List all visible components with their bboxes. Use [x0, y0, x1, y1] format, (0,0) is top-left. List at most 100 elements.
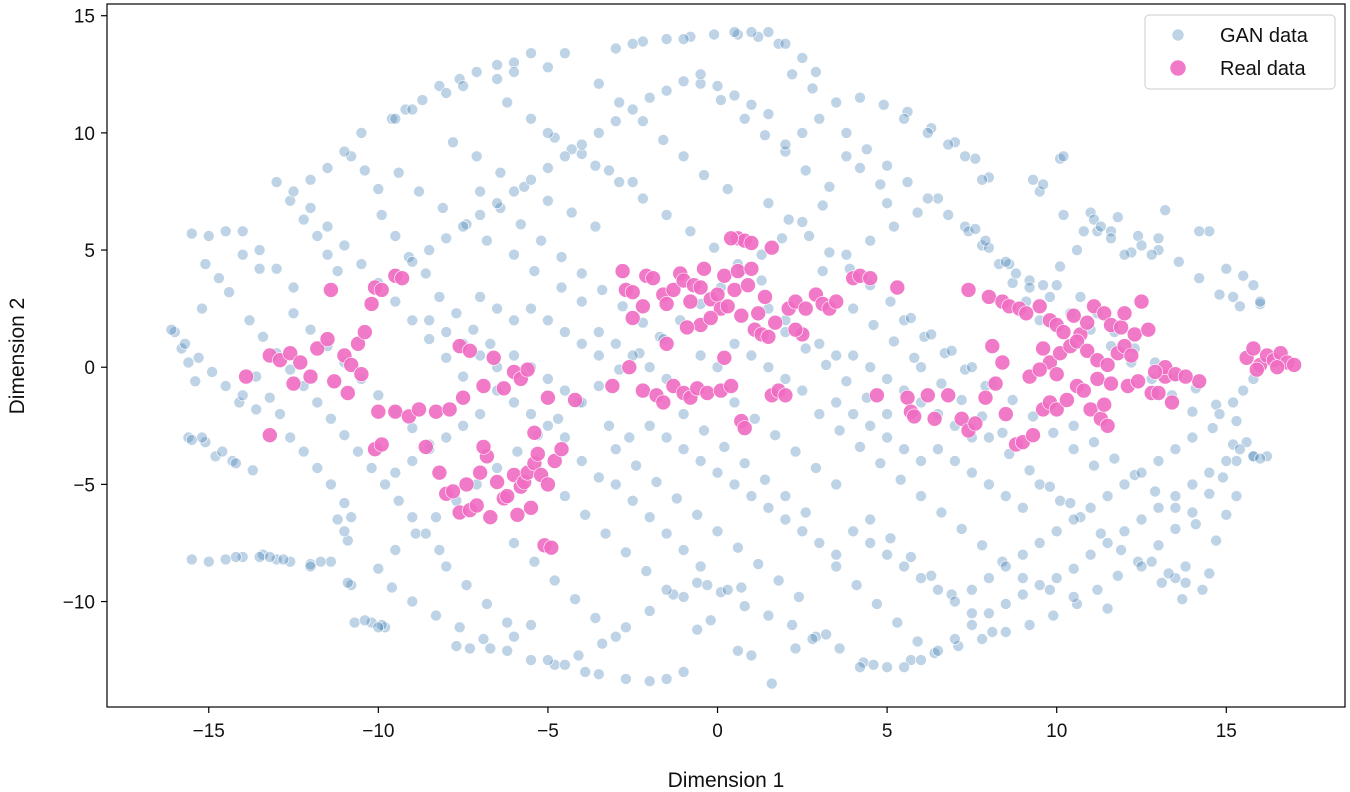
gan-data-point	[1220, 262, 1233, 275]
gan-data-point	[311, 462, 324, 474]
gan-data-point	[976, 239, 988, 252]
gan-data-point	[450, 307, 463, 320]
gan-data-point	[799, 164, 812, 177]
gan-data-point	[1162, 567, 1175, 580]
gan-data-point	[508, 537, 520, 549]
gan-data-point	[1125, 246, 1138, 259]
gan-data-point	[389, 466, 402, 479]
real-data-point	[604, 378, 621, 394]
gan-data-point	[793, 591, 805, 603]
gan-data-point	[1190, 518, 1202, 531]
gan-data-point	[796, 127, 809, 139]
real-data-point	[757, 289, 773, 305]
gan-data-point	[983, 171, 995, 184]
gan-data-point	[816, 265, 829, 277]
gan-data-point	[898, 314, 910, 327]
gan-data-point	[453, 621, 466, 634]
gan-data-point	[908, 351, 921, 364]
gan-data-point	[864, 234, 877, 247]
gan-data-point	[884, 295, 897, 308]
gan-data-point	[677, 75, 690, 88]
gan-data-point	[491, 462, 503, 474]
gan-data-point	[406, 314, 419, 327]
gan-data-point	[358, 164, 371, 177]
gan-data-point	[247, 464, 259, 477]
gan-data-point	[433, 291, 446, 303]
real-data-point	[567, 392, 583, 408]
legend-marker-gan	[1171, 28, 1185, 42]
gan-data-point	[1132, 230, 1144, 242]
gan-data-point	[708, 241, 720, 254]
gan-data-point	[779, 138, 792, 151]
gan-data-point	[196, 302, 208, 315]
gan-data-point	[613, 176, 626, 188]
real-data-point	[743, 235, 760, 251]
real-data-point	[1096, 396, 1112, 413]
real-data-point	[1076, 382, 1092, 399]
gan-data-point	[575, 148, 588, 160]
gan-data-point	[287, 185, 300, 198]
real-data-point	[614, 263, 631, 279]
gan-data-point	[501, 616, 514, 629]
legend-label-real: Real data	[1220, 58, 1306, 80]
gan-data-point	[911, 635, 924, 648]
gan-data-point	[209, 450, 222, 463]
gan-data-point	[677, 408, 690, 420]
gan-data-point	[491, 302, 503, 315]
gan-data-point	[548, 574, 561, 587]
gan-data-point	[1169, 523, 1182, 535]
gan-data-point	[542, 127, 554, 139]
gan-data-point	[609, 115, 622, 127]
gan-data-point	[375, 619, 388, 631]
gan-data-point	[1105, 225, 1117, 238]
gan-data-point	[392, 494, 405, 507]
gan-data-point	[728, 337, 741, 350]
real-data-point	[261, 427, 278, 444]
gan-data-point	[575, 455, 588, 467]
gan-data-point	[694, 349, 707, 362]
gan-data-point	[440, 87, 453, 99]
gan-data-point	[966, 607, 978, 620]
gan-data-point	[419, 527, 432, 540]
gan-data-point	[1254, 452, 1266, 465]
gan-data-point	[1112, 211, 1124, 223]
gan-data-point	[881, 197, 893, 209]
gan-data-point	[755, 248, 768, 261]
gan-data-point	[1118, 478, 1131, 491]
gan-data-point	[867, 658, 880, 671]
gan-data-point	[440, 351, 453, 364]
gan-data-point	[715, 94, 727, 106]
gan-data-point	[660, 431, 673, 444]
gan-data-point	[928, 647, 941, 659]
gan-data-point	[440, 560, 453, 573]
gan-data-point	[1169, 501, 1182, 514]
gan-data-point	[565, 206, 578, 219]
gan-data-point	[518, 181, 531, 193]
gan-data-point	[830, 560, 843, 573]
gan-data-point	[854, 661, 866, 674]
gan-data-point	[355, 258, 368, 270]
gan-data-point	[698, 169, 710, 181]
real-data-point	[977, 389, 994, 406]
real-data-point	[1245, 340, 1262, 357]
gan-data-point	[881, 373, 893, 385]
gan-data-point	[969, 152, 982, 165]
gan-data-point	[219, 225, 232, 238]
gan-data-point	[542, 162, 554, 174]
gan-data-point	[999, 255, 1012, 268]
gan-data-point	[823, 246, 836, 259]
y-tick-label: 15	[74, 7, 95, 28]
x-axis-title: Dimension 1	[668, 769, 785, 792]
gan-data-point	[772, 574, 785, 587]
gan-data-point	[474, 408, 486, 420]
gan-data-point	[1203, 466, 1216, 479]
real-data-point	[760, 328, 777, 345]
real-data-point	[445, 483, 461, 500]
gan-data-point	[230, 457, 242, 470]
gan-data-point	[698, 424, 710, 437]
gan-data-point	[925, 569, 938, 582]
real-data-point	[997, 406, 1014, 422]
real-data-point	[353, 366, 370, 383]
gan-data-point	[341, 576, 354, 589]
gan-data-point	[796, 384, 809, 397]
